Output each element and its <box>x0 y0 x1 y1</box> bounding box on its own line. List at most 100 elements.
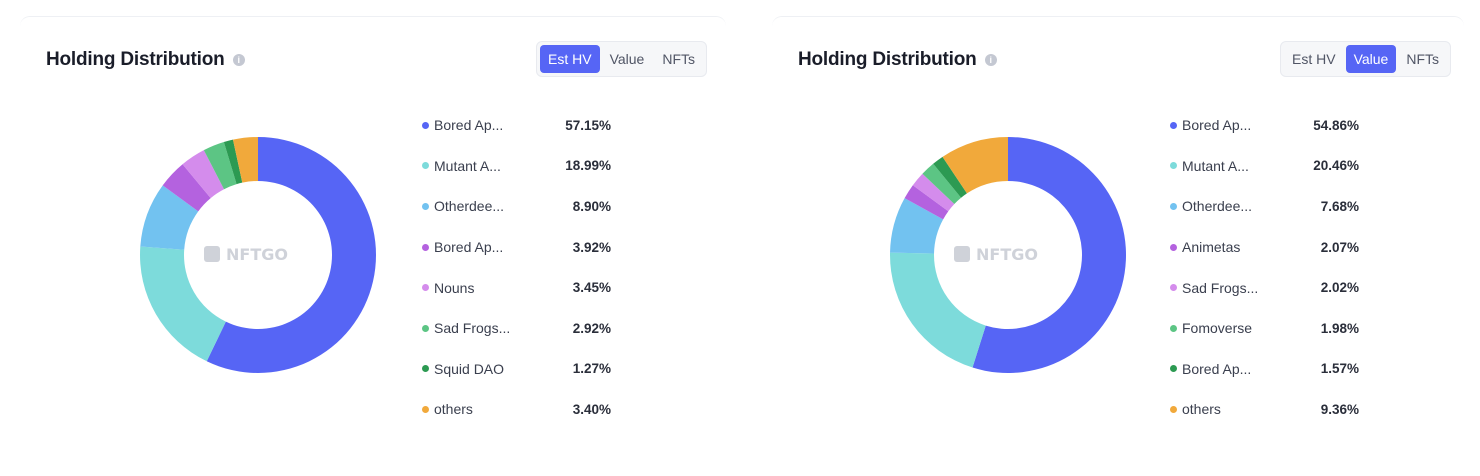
donut-slice[interactable] <box>890 198 944 254</box>
legend-value: 8.90% <box>572 198 611 214</box>
legend-label: Mutant A... <box>434 157 501 174</box>
legend-dot-icon <box>1170 121 1177 129</box>
legend-value: 1.57% <box>1320 361 1359 377</box>
tab-value[interactable]: Value <box>1345 45 1397 73</box>
legend-item[interactable]: Bored Ap... 57.15% <box>422 105 611 146</box>
donut-chart: NFTGO <box>140 137 377 373</box>
legend-item[interactable]: others 9.36% <box>1170 389 1359 430</box>
legend-item[interactable]: others 3.40% <box>422 389 611 430</box>
tab-value[interactable]: Value <box>609 51 645 67</box>
donut-slice[interactable] <box>942 137 1008 194</box>
donut-slice[interactable] <box>232 137 258 183</box>
info-icon[interactable]: i <box>984 54 997 66</box>
legend-label: Otherdee... <box>1182 198 1253 215</box>
legend-label: Nouns <box>434 279 475 296</box>
legend-value: 2.02% <box>1320 280 1359 296</box>
donut-slice[interactable] <box>972 137 1126 373</box>
legend-item[interactable]: Bored Ap... 1.57% <box>1170 349 1359 390</box>
legend-label: Mutant A... <box>1182 157 1249 174</box>
metric-tabs: Est HV Value NFTs <box>1280 41 1452 77</box>
legend-dot-icon <box>1170 365 1177 373</box>
donut-slice[interactable] <box>904 185 949 220</box>
nftgo-logo-icon <box>204 246 220 262</box>
legend-value: 2.07% <box>1320 239 1359 255</box>
legend-item[interactable]: Mutant A... 18.99% <box>422 146 611 187</box>
legend-label: Sad Frogs... <box>434 320 511 337</box>
legend-label: Sad Frogs... <box>1182 279 1259 296</box>
donut-slice[interactable] <box>140 246 226 362</box>
donut-slice[interactable] <box>203 142 237 190</box>
holding-distribution-panel-2: Holding Distribution i Est HV Value NFTs… <box>772 16 1464 441</box>
metric-tabs: Est HV Value NFTs <box>536 41 708 77</box>
legend-value: 1.98% <box>1320 320 1359 336</box>
legend-value: 3.45% <box>572 280 611 296</box>
legend-item[interactable]: Sad Frogs... 2.02% <box>1170 267 1359 308</box>
legend-dot-icon <box>1170 284 1177 292</box>
watermark-text: NFTGO <box>976 245 1038 264</box>
legend-label: others <box>434 401 473 418</box>
legend-label: Bored Ap... <box>434 239 504 256</box>
legend-label: Squid DAO <box>434 360 505 377</box>
legend-dot-icon <box>1170 243 1177 251</box>
tab-nfts[interactable]: NFTs <box>662 51 696 67</box>
legend-value: 3.40% <box>572 401 611 417</box>
watermark-text: NFTGO <box>226 245 288 264</box>
legend-dot-icon <box>422 324 429 332</box>
legend-dot-icon <box>422 284 429 292</box>
legend-value: 54.86% <box>1313 117 1359 133</box>
legend-dot-icon <box>422 121 429 129</box>
legend-item[interactable]: Fomoverse 1.98% <box>1170 308 1359 349</box>
tab-nfts[interactable]: NFTs <box>1406 51 1440 67</box>
donut-slice[interactable] <box>890 252 986 368</box>
legend-label: Bored Ap... <box>434 117 504 134</box>
legend-value: 1.27% <box>572 361 611 377</box>
donut-slice[interactable] <box>223 139 243 185</box>
nftgo-logo-icon <box>954 246 970 262</box>
legend-item[interactable]: Mutant A... 20.46% <box>1170 146 1359 187</box>
legend-dot-icon <box>1170 202 1177 210</box>
legend-value: 18.99% <box>565 158 611 174</box>
donut-slice[interactable] <box>912 173 955 212</box>
legend-label: Fomoverse <box>1182 320 1253 337</box>
legend-item[interactable]: Nouns 3.45% <box>422 267 611 308</box>
donut-chart: NFTGO <box>890 137 1126 373</box>
legend-label: Animetas <box>1182 239 1241 256</box>
legend-dot-icon <box>422 162 429 170</box>
legend-item[interactable]: Bored Ap... 3.92% <box>422 227 611 268</box>
legend-dot-icon <box>422 243 429 251</box>
donut-slices <box>140 137 377 373</box>
tab-est-hv[interactable]: Est HV <box>540 45 600 73</box>
donut-slice[interactable] <box>162 164 211 212</box>
donut-slice[interactable] <box>206 137 377 373</box>
info-icon[interactable]: i <box>232 54 245 66</box>
watermark-logo: NFTGO <box>954 245 1038 264</box>
legend-dot-icon <box>422 202 429 210</box>
donut-slice[interactable] <box>140 185 199 250</box>
panel-title: Holding Distribution <box>798 49 977 70</box>
legend-item[interactable]: Animetas 2.07% <box>1170 227 1359 268</box>
legend-dot-icon <box>1170 405 1177 413</box>
legend-item[interactable]: Bored Ap... 54.86% <box>1170 105 1359 146</box>
legend-label: Bored Ap... <box>1182 117 1252 134</box>
panel-title: Holding Distribution <box>46 49 225 70</box>
tab-est-hv[interactable]: Est HV <box>1292 51 1336 67</box>
donut-slices <box>890 137 1126 373</box>
donut-slice[interactable] <box>922 163 962 205</box>
legend-dot-icon <box>1170 324 1177 332</box>
donut-slice[interactable] <box>182 150 225 199</box>
legend-value: 20.46% <box>1313 158 1359 174</box>
legend-item[interactable]: Squid DAO 1.27% <box>422 349 611 390</box>
watermark-logo: NFTGO <box>204 245 288 264</box>
legend-item[interactable]: Otherdee... 8.90% <box>422 186 611 227</box>
legend-value: 9.36% <box>1320 401 1359 417</box>
legend-dot-icon <box>422 365 429 373</box>
legend-item[interactable]: Sad Frogs... 2.92% <box>422 308 611 349</box>
legend-label: Bored Ap... <box>1182 360 1252 377</box>
legend-dot-icon <box>422 405 429 413</box>
donut-slice[interactable] <box>933 156 967 198</box>
chart-legend: Bored Ap... 57.15% Mutant A... 18.99% Otherd… <box>422 105 611 430</box>
legend-item[interactable]: Otherdee... 7.68% <box>1170 186 1359 227</box>
legend-value: 57.15% <box>565 117 611 133</box>
legend-value: 7.68% <box>1320 198 1359 214</box>
legend-value: 3.92% <box>572 239 611 255</box>
